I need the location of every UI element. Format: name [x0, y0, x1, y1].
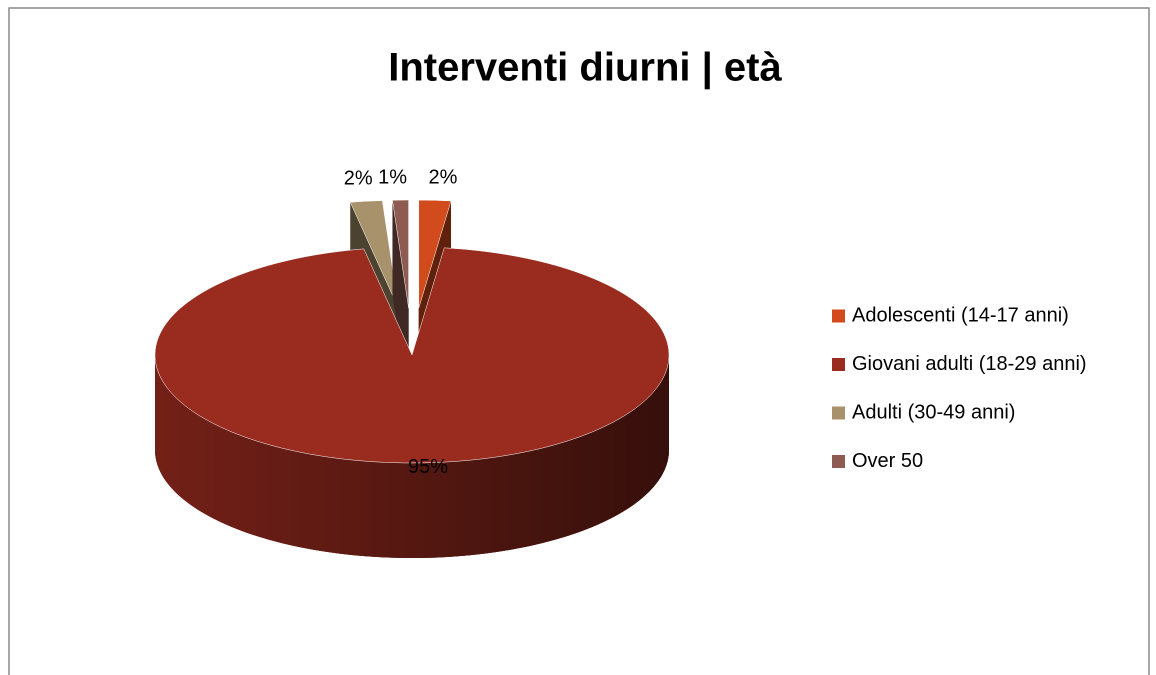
legend-swatch: [832, 406, 845, 420]
legend-label: Adulti (30-49 anni): [852, 401, 1015, 423]
slice-top: [392, 199, 409, 309]
legend-label: Giovani adulti (18-29 anni): [852, 353, 1087, 375]
data-label: 2%: [428, 167, 457, 189]
chart-title: Interventi diurni | età: [388, 46, 782, 90]
legend-swatch: [832, 309, 845, 323]
data-label: 95%: [408, 456, 448, 478]
legend-label: Over 50: [852, 450, 923, 472]
slice: [154, 247, 670, 559]
pie: 2%2% 1%95%: [154, 166, 670, 559]
data-label: 2%: [344, 168, 373, 190]
slice-top: [154, 247, 670, 464]
slice-top: [418, 199, 452, 309]
legend: Adolescenti (14-17 anni) Giovani adulti (…: [832, 304, 1087, 472]
legend-label: Adolescenti (14-17 anni): [852, 304, 1069, 326]
legend-swatch: [832, 358, 845, 371]
legend-swatch: [832, 455, 845, 468]
slice-side-shade: [155, 355, 669, 558]
data-label: 1%: [378, 166, 407, 188]
slice-top: [349, 200, 399, 309]
